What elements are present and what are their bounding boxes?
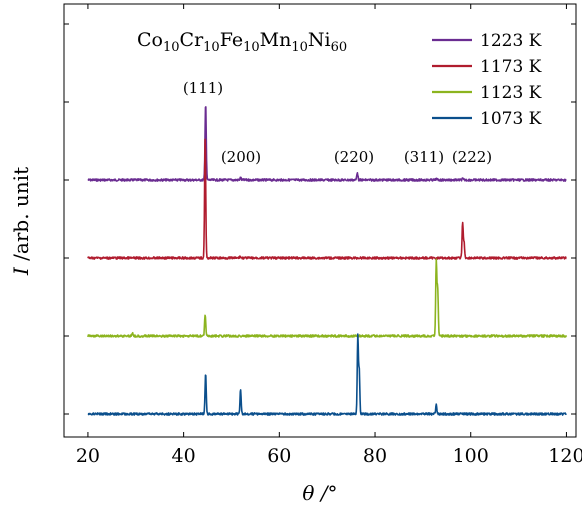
legend-label: 1173 K bbox=[480, 57, 542, 77]
series-line-1173-k bbox=[87, 138, 567, 260]
x-axis-label: θ /° bbox=[302, 481, 337, 505]
x-tick-label: 100 bbox=[453, 445, 489, 467]
plot-frame bbox=[63, 3, 577, 438]
series-line-1123-k bbox=[87, 258, 568, 338]
x-tick-label: 20 bbox=[76, 445, 100, 467]
legend: 1223 K 1173 K 1123 K 1073 K bbox=[432, 31, 542, 129]
peak-label-220: (220) bbox=[334, 148, 374, 166]
chart-title: Co10Cr10Fe10Mn10Ni60 bbox=[137, 29, 347, 55]
x-tick-label: 40 bbox=[172, 445, 196, 467]
series-line-1073-k bbox=[87, 333, 567, 416]
x-tick-label: 120 bbox=[548, 445, 582, 467]
series-line-1223-k bbox=[87, 106, 567, 182]
series-layer bbox=[87, 106, 568, 416]
legend-label: 1223 K bbox=[480, 31, 542, 51]
peak-label-200: (200) bbox=[221, 148, 261, 166]
legend-label: 1123 K bbox=[480, 83, 542, 103]
legend-label: 1073 K bbox=[480, 109, 542, 129]
x-tick-label: 60 bbox=[267, 445, 291, 467]
peak-label-311: (311) bbox=[404, 148, 444, 166]
peak-label-111: (111) bbox=[183, 79, 223, 97]
axis-ticks: 20 40 60 80 100 120 bbox=[64, 4, 582, 467]
y-axis-label: I /arb. unit bbox=[9, 167, 33, 276]
peak-label-222: (222) bbox=[452, 148, 492, 166]
x-tick-label: 80 bbox=[363, 445, 387, 467]
